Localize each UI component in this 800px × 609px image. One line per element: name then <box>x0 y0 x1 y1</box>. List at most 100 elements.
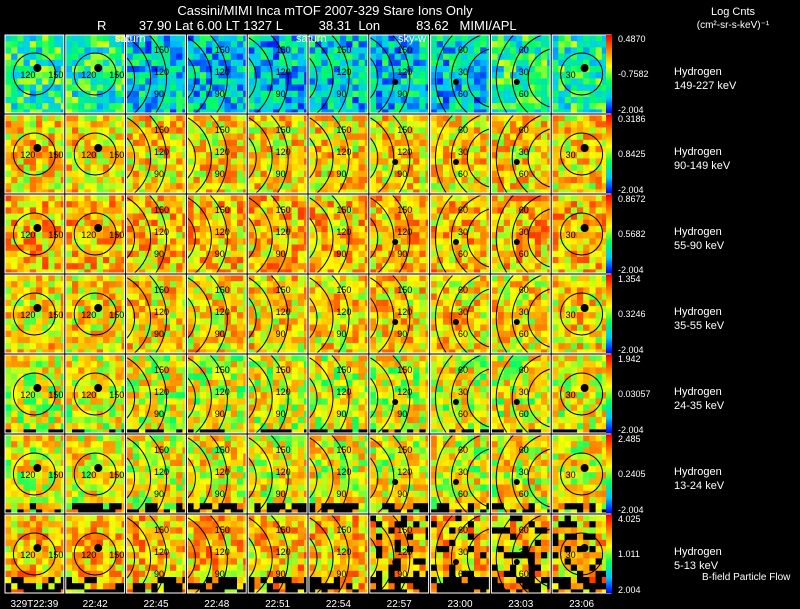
scale-max-2: 0.8672 <box>618 194 646 204</box>
svg-text:150: 150 <box>397 205 412 215</box>
image-panel-r3-c3: 150 120 90 <box>186 274 247 354</box>
image-panel-r1-c7: 60 30 60 <box>430 114 490 194</box>
svg-text:30: 30 <box>458 147 468 157</box>
image-panel-r2-c3: 150 120 90 <box>186 194 247 274</box>
scale-mid-6: 1.011 <box>618 549 640 559</box>
scale-min-4: -2.004 <box>618 425 644 435</box>
scale-max-5: 2.485 <box>618 434 641 444</box>
svg-text:60: 60 <box>519 125 529 135</box>
image-panel-r2-c5: 150 120 90 <box>308 194 369 274</box>
svg-text:120: 120 <box>81 230 96 240</box>
energy-label-3: 35-55 keV <box>674 320 725 332</box>
image-panel-r6-c9: 30 <box>551 514 612 594</box>
svg-text:90: 90 <box>336 169 346 179</box>
image-panel-r1-c4: 150 120 90 <box>247 114 308 194</box>
svg-text:150: 150 <box>215 205 230 215</box>
image-panel-r0-c1: 120 150 <box>65 34 126 114</box>
svg-text:120: 120 <box>336 227 351 237</box>
flow-note: B-field Particle Flow <box>702 572 791 583</box>
svg-text:30: 30 <box>458 67 468 77</box>
svg-text:150: 150 <box>48 150 63 160</box>
energy-label-6: 5-13 keV <box>674 560 719 572</box>
svg-text:30: 30 <box>519 227 529 237</box>
image-panel-r1-c1: 120 150 <box>65 114 126 194</box>
image-panel-r5-c0: 120 150 <box>4 434 65 514</box>
species-label-3: Hydrogen <box>674 306 722 318</box>
svg-text:60: 60 <box>519 205 529 215</box>
svg-text:150: 150 <box>397 45 412 55</box>
svg-text:120: 120 <box>154 147 169 157</box>
svg-text:90: 90 <box>154 329 164 339</box>
colorbar-1 <box>606 115 612 193</box>
image-panel-r0-c0: 120 150 <box>4 34 65 114</box>
image-panel-r4-c0: 120 150 <box>4 354 65 434</box>
svg-text:90: 90 <box>215 249 225 259</box>
svg-text:60: 60 <box>458 205 468 215</box>
species-label-2: Hydrogen <box>674 226 722 238</box>
scale-max-4: 1.942 <box>618 354 641 364</box>
image-panel-r2-c7: 60 30 60 <box>430 194 490 274</box>
svg-text:120: 120 <box>397 147 412 157</box>
svg-text:120: 120 <box>215 67 230 77</box>
scale-min-0: -2.004 <box>618 105 644 115</box>
svg-text:150: 150 <box>215 125 230 135</box>
ephemeris-line: R 37.90 Lat 6.00 LT 1327 L 38.31 Lon 83.… <box>97 18 517 33</box>
svg-text:30: 30 <box>519 67 529 77</box>
svg-text:150: 150 <box>336 45 351 55</box>
svg-text:30: 30 <box>566 230 576 240</box>
image-panel-r1-c8: 60 30 60 <box>490 114 551 194</box>
svg-text:120: 120 <box>20 150 35 160</box>
scale-mid-5: 0.2405 <box>618 469 646 479</box>
svg-text:120: 120 <box>336 67 351 77</box>
svg-text:120: 120 <box>154 227 169 237</box>
colorbar-2 <box>606 195 612 273</box>
svg-text:60: 60 <box>458 249 468 259</box>
image-panel-r1-c6: 150 120 90 <box>369 114 430 194</box>
svg-text:150: 150 <box>109 230 124 240</box>
svg-text:120: 120 <box>215 227 230 237</box>
svg-text:150: 150 <box>276 45 291 55</box>
image-panel-r4-c9: 30 <box>551 354 612 434</box>
svg-text:90: 90 <box>276 249 286 259</box>
scale-min-3: -2.004 <box>618 345 644 355</box>
svg-text:120: 120 <box>215 147 230 157</box>
svg-text:150: 150 <box>109 150 124 160</box>
image-panel-r0-c2: 150 120 90 <box>126 34 186 114</box>
image-panel-r0-c4: 150 120 90 <box>247 34 308 114</box>
svg-text:90: 90 <box>154 169 164 179</box>
image-panel-r1-c2: 150 120 90 <box>126 114 186 194</box>
svg-text:150: 150 <box>154 285 169 295</box>
image-panel-r2-c9: 30 <box>551 194 612 274</box>
svg-text:60: 60 <box>458 45 468 55</box>
image-panel-r3-c2: 150 120 90 <box>126 274 186 354</box>
time-label-9: 23:06 <box>569 599 594 609</box>
time-label-5: 22:54 <box>326 599 351 609</box>
scale-min-1: -2.004 <box>618 185 644 195</box>
image-panel-r1-c5: 150 120 90 <box>308 114 369 194</box>
time-label-0: 329T22:39 <box>10 599 58 609</box>
svg-text:30: 30 <box>519 147 529 157</box>
energy-label-5: 13-24 keV <box>674 480 725 492</box>
image-panel-r0-c3: 150 120 90 <box>186 34 247 114</box>
species-label-6: Hydrogen <box>674 546 722 558</box>
image-panel-r0-c8: 60 30 60 <box>490 34 551 114</box>
svg-text:90: 90 <box>336 249 346 259</box>
svg-text:150: 150 <box>48 310 63 320</box>
label-layer: 0.4870 -0.7582 -2.004 Hydrogen 149-227 keV 0.… <box>10 34 737 609</box>
scale-mid-0: -0.7582 <box>618 69 649 79</box>
energy-label-2: 55-90 keV <box>674 240 725 252</box>
svg-text:30: 30 <box>566 150 576 160</box>
time-label-4: 22:51 <box>265 599 290 609</box>
image-panel-r1-c0: 120 150 <box>4 114 65 194</box>
